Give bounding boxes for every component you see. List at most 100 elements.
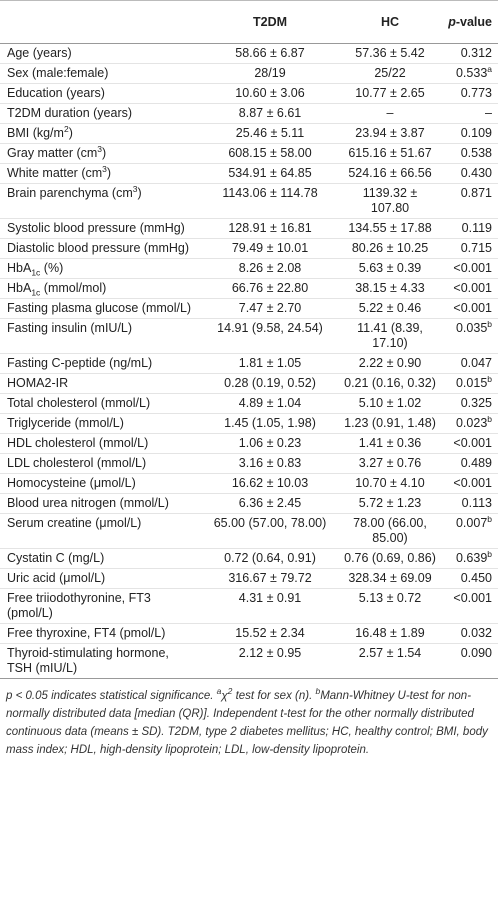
header-cell: T2DM: [200, 0, 340, 44]
text: 2.22 ± 0.90: [358, 356, 422, 370]
header-cell: [0, 0, 200, 44]
row-label: White matter (cm3): [0, 163, 200, 184]
cell: 10.70 ± 4.10: [340, 473, 440, 494]
text: 23.94 ± 3.87: [355, 126, 425, 140]
text: 10.70 ± 4.10: [355, 476, 425, 490]
cell: 1139.32 ± 107.80: [340, 183, 440, 219]
text: 66.76 ± 22.80: [231, 281, 309, 295]
text: 0.871: [460, 186, 492, 200]
text: Thyroid-stimulating hormone, TSH (mIU/L): [7, 646, 169, 675]
cell: –: [340, 103, 440, 124]
cell: 5.10 ± 1.02: [340, 393, 440, 414]
text: 1.23 (0.91, 1.48): [344, 416, 436, 430]
text: 2.12 ± 0.95: [238, 646, 302, 660]
text: HbA: [7, 281, 32, 295]
row-label: Systolic blood pressure (mmHg): [0, 218, 200, 239]
text: 0.450: [460, 571, 492, 585]
cell: 0.76 (0.69, 0.86): [340, 548, 440, 569]
text: Age (years): [7, 46, 72, 60]
table-row: Uric acid (μmol/L) 316.67 ± 79.72 328.34 ±…: [0, 568, 498, 589]
text: 524.16 ± 66.56: [348, 166, 432, 180]
table-row: Education (years) 10.60 ± 3.06 10.77 ± 2.6…: [0, 83, 498, 104]
text: Homocysteine (μmol/L): [7, 476, 136, 490]
text: 4.89 ± 1.04: [238, 396, 302, 410]
cell: –: [440, 103, 498, 124]
text: 0.035: [455, 321, 488, 335]
text: 128.91 ± 16.81: [228, 221, 312, 235]
table-row: Cystatin C (mg/L) 0.72 (0.64, 0.91) 0.76 (…: [0, 548, 498, 569]
text: 5.22 ± 0.46: [358, 301, 422, 315]
row-label: Fasting plasma glucose (mmol/L): [0, 298, 200, 319]
text: < 0.05 indicates statistical significanc…: [12, 690, 217, 702]
text: HC: [380, 14, 400, 29]
text: 10.60 ± 3.06: [235, 86, 305, 100]
cell: 0.023b: [440, 413, 498, 434]
cell: 66.76 ± 22.80: [200, 278, 340, 299]
text: (%): [40, 261, 64, 275]
text: 14.91 (9.58, 24.54): [217, 321, 323, 335]
text: Cystatin C (mg/L): [7, 551, 105, 565]
cell: <0.001: [440, 298, 498, 319]
cell: 0.312: [440, 43, 498, 64]
text: Diastolic blood pressure (mmHg): [7, 241, 190, 255]
table-row: Age (years) 58.66 ± 6.87 57.36 ± 5.42 0.312: [0, 43, 498, 64]
cell: 8.26 ± 2.08: [200, 258, 340, 279]
text: ): [106, 166, 112, 180]
text: 5.63 ± 0.39: [358, 261, 422, 275]
text: Serum creatine (μmol/L): [7, 516, 142, 530]
text: 0.72 (0.64, 0.91): [224, 551, 316, 565]
superscript: b: [487, 548, 492, 559]
row-label: Free thyroxine, FT4 (pmol/L): [0, 623, 200, 644]
row-label: BMI (kg/m2): [0, 123, 200, 144]
row-label: Total cholesterol (mmol/L): [0, 393, 200, 414]
text: White matter (cm: [7, 166, 103, 180]
row-label: Age (years): [0, 43, 200, 64]
text: 0.430: [460, 166, 492, 180]
text: 28/19: [254, 66, 286, 80]
text: 328.34 ± 69.09: [348, 571, 432, 585]
text: <0.001: [453, 591, 492, 605]
cell: 0.28 (0.19, 0.52): [200, 373, 340, 394]
row-label: Sex (male:female): [0, 63, 200, 84]
data-table: T2DM HC p-value Age (years) 58.66 ± 6.87 57.…: [0, 0, 498, 679]
text: Education (years): [7, 86, 105, 100]
text: <0.001: [453, 301, 492, 315]
text: 16.62 ± 10.03: [231, 476, 309, 490]
cell: 5.22 ± 0.46: [340, 298, 440, 319]
cell: 79.49 ± 10.01: [200, 238, 340, 259]
cell: 3.16 ± 0.83: [200, 453, 340, 474]
text: BMI (kg/m: [7, 126, 64, 140]
table-row: Sex (male:female) 28/19 25/22 0.533a: [0, 63, 498, 84]
cell: 1.81 ± 1.05: [200, 353, 340, 374]
text: <0.001: [453, 261, 492, 275]
text: HDL cholesterol (mmol/L): [7, 436, 149, 450]
cell: 316.67 ± 79.72: [200, 568, 340, 589]
text: Brain parenchyma (cm: [7, 186, 133, 200]
superscript: b: [487, 513, 492, 524]
cell: <0.001: [440, 588, 498, 624]
text: 1143.06 ± 114.78: [222, 186, 318, 200]
text: Free thyroxine, FT4 (pmol/L): [7, 626, 166, 640]
text: Mann-Whitney U-test for non-normally dis…: [6, 690, 488, 756]
table-row: HDL cholesterol (mmol/L) 1.06 ± 0.23 1.41 …: [0, 433, 498, 454]
row-label: Diastolic blood pressure (mmHg): [0, 238, 200, 259]
text: 316.67 ± 79.72: [228, 571, 312, 585]
text: 1.41 ± 0.36: [358, 436, 422, 450]
cell: 16.62 ± 10.03: [200, 473, 340, 494]
cell: 4.31 ± 0.91: [200, 588, 340, 624]
text: <0.001: [453, 476, 492, 490]
cell: 524.16 ± 66.56: [340, 163, 440, 184]
cell: 57.36 ± 5.42: [340, 43, 440, 64]
cell: 23.94 ± 3.87: [340, 123, 440, 144]
text: 8.26 ± 2.08: [238, 261, 302, 275]
table-row: Total cholesterol (mmol/L) 4.89 ± 1.04 5.1…: [0, 393, 498, 414]
text: 0.325: [460, 396, 492, 410]
text: 0.28 (0.19, 0.52): [224, 376, 316, 390]
text: 0.007: [455, 516, 488, 530]
text: 57.36 ± 5.42: [355, 46, 425, 60]
subscript: 1c: [31, 287, 41, 298]
table-row: White matter (cm3) 534.91 ± 64.85 524.16 ±…: [0, 163, 498, 184]
cell: 78.00 (66.00, 85.00): [340, 513, 440, 549]
text: 615.16 ± 51.67: [348, 146, 432, 160]
cell: 134.55 ± 17.88: [340, 218, 440, 239]
